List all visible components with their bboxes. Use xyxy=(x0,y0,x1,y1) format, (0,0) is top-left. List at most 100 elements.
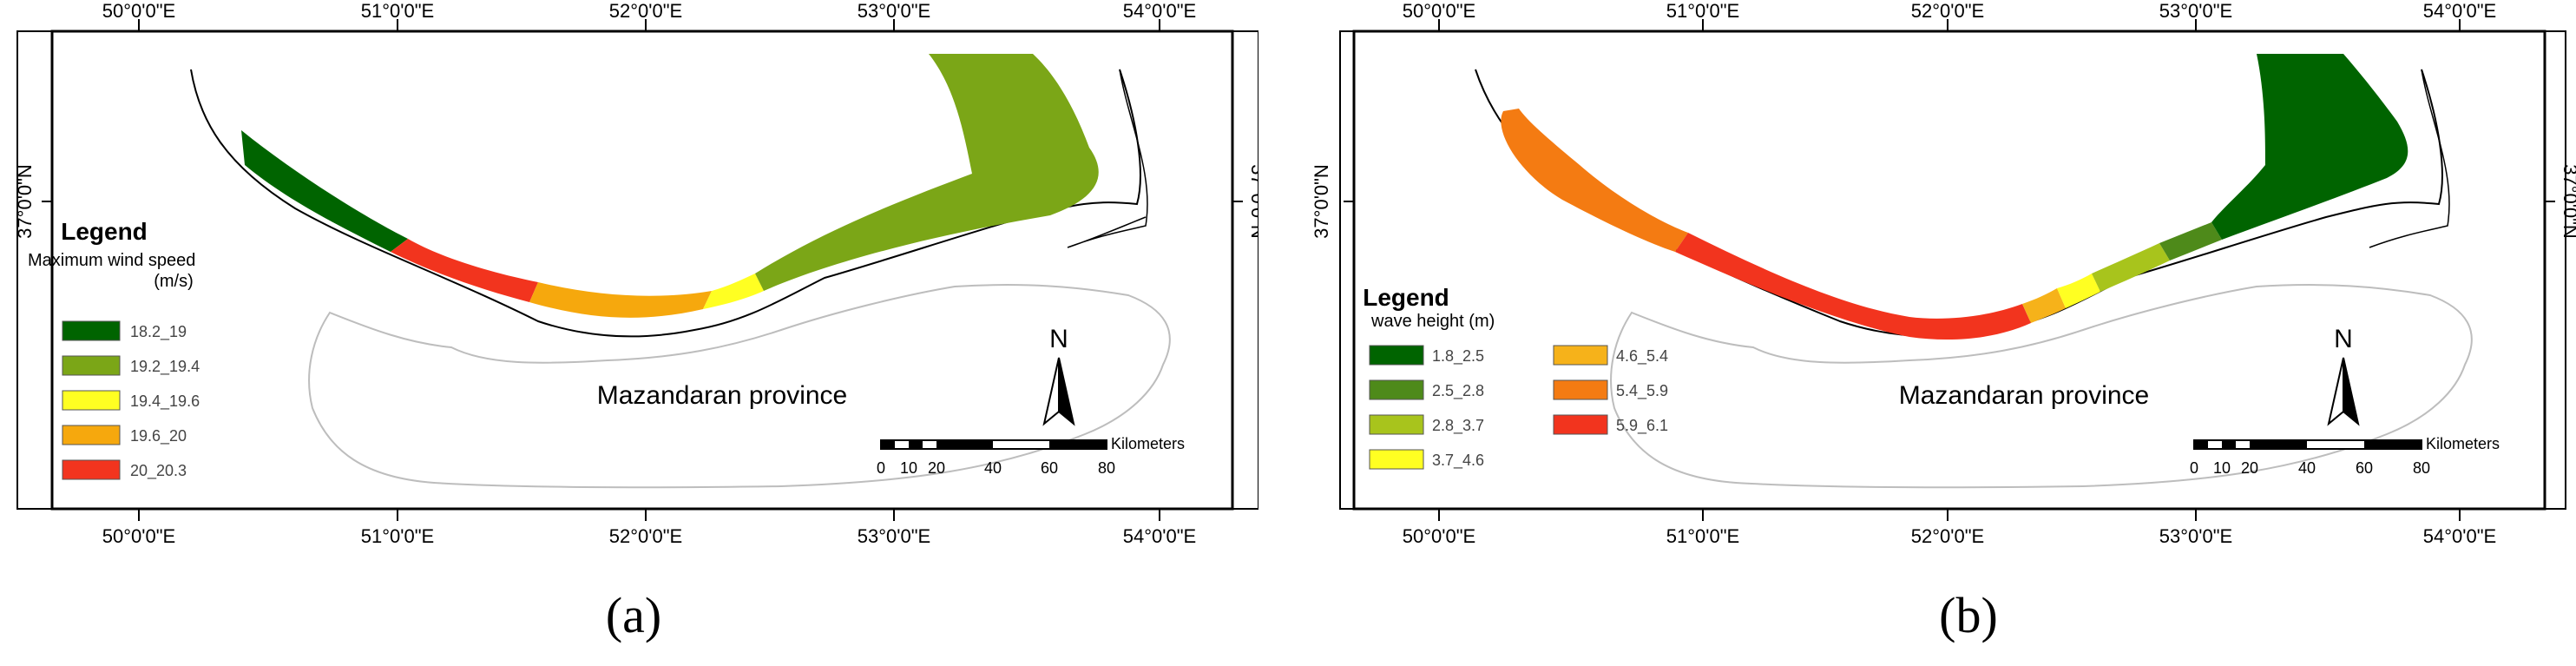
band-seg-olive-green xyxy=(755,54,1099,291)
legend-label: 2.8_3.7 xyxy=(1432,417,1484,435)
legend-swatch xyxy=(62,390,121,411)
band-seg-red xyxy=(391,239,538,302)
top-lon-label: 52°0'0"E xyxy=(1911,0,1984,22)
legend-label: 20_20.3 xyxy=(130,462,187,480)
scale-tick: 80 xyxy=(1098,459,1115,477)
scale-tick: 40 xyxy=(984,459,1002,477)
top-lon-label: 54°0'0"E xyxy=(1123,0,1196,22)
province-outline-b xyxy=(1610,284,2473,489)
legend-title: Legend xyxy=(61,218,148,245)
scale-tick: 20 xyxy=(928,459,945,477)
band-seg-dark-green xyxy=(2211,54,2408,240)
province-outline-a xyxy=(308,284,1171,489)
scale-tick: 20 xyxy=(2241,459,2258,477)
caption-a: (a) xyxy=(605,587,662,643)
scale-bar: Kilometers 0 10 20 40 60 80 xyxy=(2190,435,2500,477)
bottom-lon-label: 54°0'0"E xyxy=(2423,525,2496,547)
bottom-lon-label: 50°0'0"E xyxy=(1403,525,1475,547)
wind-band-a xyxy=(241,54,1099,318)
legend-swatch xyxy=(1553,379,1608,400)
bottom-lon-label: 50°0'0"E xyxy=(102,525,175,547)
map-panel-b: 50°0'0"E 51°0'0"E 52°0'0"E 53°0'0"E 54°0… xyxy=(1302,0,2576,666)
band-seg-dark-green xyxy=(241,130,408,252)
legend-swatch xyxy=(1369,345,1424,366)
lat-label-left: 37°0'0"N xyxy=(14,164,36,239)
legend-swatch xyxy=(1369,414,1424,435)
north-arrow-icon: N xyxy=(2327,325,2360,426)
legend-title: Legend xyxy=(1363,284,1449,311)
scale-tick: 80 xyxy=(2413,459,2430,477)
top-lon-label: 51°0'0"E xyxy=(361,0,434,22)
legend-swatch xyxy=(1369,379,1424,400)
legend-label: 2.5_2.8 xyxy=(1432,382,1484,400)
north-arrow-icon: N xyxy=(1042,325,1075,426)
band-seg-yellow xyxy=(2057,274,2100,308)
bottom-axis-a: 50°0'0"E 51°0'0"E 52°0'0"E 53°0'0"E 54°0… xyxy=(102,509,1196,547)
scale-tick: 60 xyxy=(1041,459,1058,477)
scale-tick: 60 xyxy=(2356,459,2373,477)
legend-swatch xyxy=(1369,449,1424,470)
caption-b: (b) xyxy=(1939,587,1998,643)
lat-label-right: 37°0'0"N xyxy=(1247,164,1258,239)
legend-label: 5.4_5.9 xyxy=(1616,382,1668,400)
legend-label: 18.2_19 xyxy=(130,323,187,341)
legend-subtitle: Maximum wind speed xyxy=(28,251,195,270)
legend-swatch xyxy=(62,355,121,376)
top-lon-label: 51°0'0"E xyxy=(1666,0,1739,22)
north-label: N xyxy=(1049,325,1068,353)
bottom-lon-label: 51°0'0"E xyxy=(361,525,434,547)
legend-label: 19.4_19.6 xyxy=(130,392,200,411)
band-seg-orange xyxy=(529,282,712,318)
province-label: Mazandaran province xyxy=(1899,381,2150,410)
map-outer-frame-b xyxy=(1339,30,2566,510)
north-label: N xyxy=(2334,325,2353,353)
legend-label: 5.9_6.1 xyxy=(1616,417,1668,435)
map-panel-a: 50°0'0"E 51°0'0"E 52°0'0"E 53°0'0"E 54°0… xyxy=(0,0,1269,666)
band-seg-yellow xyxy=(703,274,764,309)
band-seg-mid-green xyxy=(2159,222,2222,260)
province-label: Mazandaran province xyxy=(597,381,848,410)
band-seg-orange xyxy=(1501,109,1688,252)
bottom-lon-label: 52°0'0"E xyxy=(1911,525,1984,547)
legend-subtitle: wave height (m) xyxy=(1370,312,1495,331)
legend-a: Legend Maximum wind speed (m/s) 18.2_19 … xyxy=(28,218,200,480)
top-lon-label: 53°0'0"E xyxy=(2159,0,2232,22)
lat-label-left: 37°0'0"N xyxy=(1311,164,1332,239)
top-lon-label: 52°0'0"E xyxy=(609,0,682,22)
scale-unit: Kilometers xyxy=(1111,435,1185,452)
legend-label: 4.6_5.4 xyxy=(1616,347,1668,366)
coastline-a xyxy=(190,69,1141,338)
bottom-lon-label: 54°0'0"E xyxy=(1123,525,1196,547)
band-seg-light-orange xyxy=(2022,288,2066,323)
top-lon-label: 53°0'0"E xyxy=(858,0,930,22)
band-seg-red xyxy=(1675,233,2031,340)
bottom-lon-label: 53°0'0"E xyxy=(2159,525,2232,547)
legend-unit: (m/s) xyxy=(154,272,194,291)
scale-tick: 0 xyxy=(877,459,885,477)
band-seg-yellow-green xyxy=(2092,243,2170,292)
top-lon-label: 50°0'0"E xyxy=(102,0,175,22)
wave-band-b xyxy=(1501,54,2408,340)
map-b-svg: 50°0'0"E 51°0'0"E 52°0'0"E 53°0'0"E 54°0… xyxy=(1311,0,2576,547)
legend-label: 19.6_20 xyxy=(130,427,187,445)
bottom-axis-b: 50°0'0"E 51°0'0"E 52°0'0"E 53°0'0"E 54°0… xyxy=(1403,509,2496,547)
top-axis-a: 50°0'0"E 51°0'0"E 52°0'0"E 53°0'0"E 54°0… xyxy=(102,0,1196,31)
legend-label: 1.8_2.5 xyxy=(1432,347,1484,366)
scale-tick: 10 xyxy=(2213,459,2231,477)
gorgan-bay-a xyxy=(1067,69,1148,248)
legend-label: 3.7_4.6 xyxy=(1432,452,1484,470)
legend-swatch xyxy=(1553,345,1608,366)
bottom-lon-label: 52°0'0"E xyxy=(609,525,682,547)
scale-unit: Kilometers xyxy=(2426,435,2500,452)
scale-bar: Kilometers 0 10 20 40 60 80 xyxy=(877,435,1185,477)
scale-tick: 40 xyxy=(2298,459,2316,477)
legend-b: Legend wave height (m) 1.8_2.5 2.5_2.8 2… xyxy=(1363,284,1668,470)
legend-swatch xyxy=(62,425,121,445)
scale-tick: 10 xyxy=(900,459,917,477)
top-lon-label: 54°0'0"E xyxy=(2423,0,2496,22)
bottom-lon-label: 51°0'0"E xyxy=(1666,525,1739,547)
legend-swatch xyxy=(1553,414,1608,435)
bottom-lon-label: 53°0'0"E xyxy=(858,525,930,547)
scale-tick: 0 xyxy=(2190,459,2198,477)
lat-label-right: 37°0'0"N xyxy=(2560,164,2576,239)
